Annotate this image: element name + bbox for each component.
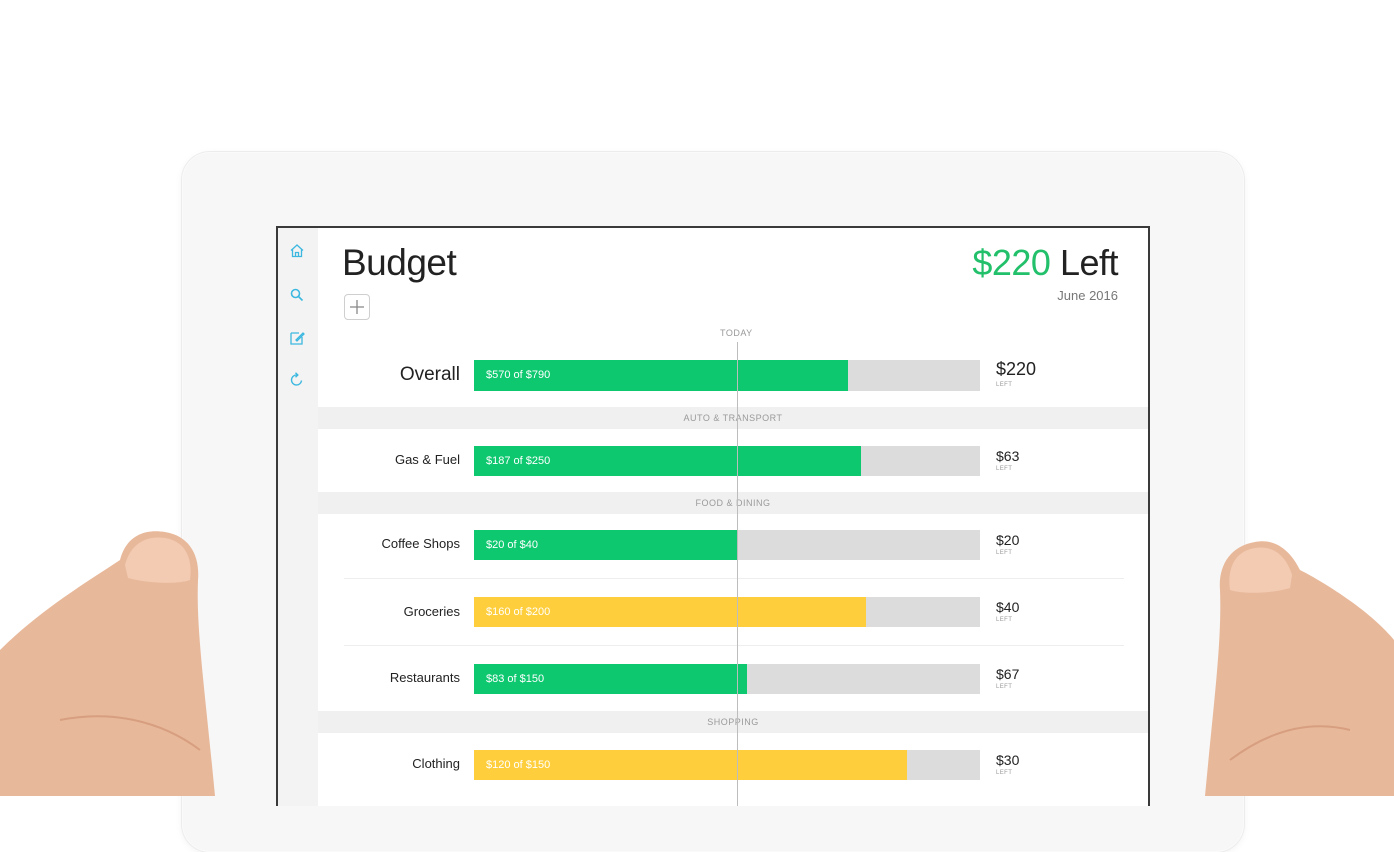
category-bar-text: $120 of $150 xyxy=(486,759,551,771)
overall-left-amount: $220 xyxy=(996,359,1037,379)
category-left-caption: LEFT xyxy=(996,617,1013,623)
remaining-amount: $220 xyxy=(972,242,1051,283)
overall-left-caption: LEFT xyxy=(996,382,1013,388)
add-budget-button[interactable] xyxy=(344,294,370,320)
category-left-amount: $30 xyxy=(996,752,1020,768)
right-hand-image xyxy=(1205,541,1394,796)
section-header-auto-transport: AUTO & TRANSPORT xyxy=(318,407,1148,429)
row-divider xyxy=(344,645,1124,646)
edit-icon[interactable] xyxy=(288,329,306,347)
today-label: TODAY xyxy=(720,328,753,338)
category-bar-restaurants[interactable]: $83 of $150 xyxy=(474,664,980,694)
category-bar-coffee-shops[interactable]: $20 of $40 xyxy=(474,530,980,560)
category-bar-groceries[interactable]: $160 of $200 xyxy=(474,597,980,627)
category-bar-clothing[interactable]: $120 of $150 xyxy=(474,750,980,780)
category-left-amount: $63 xyxy=(996,448,1020,464)
category-label-restaurants: Restaurants xyxy=(389,670,460,685)
today-marker-line xyxy=(737,342,738,806)
category-bar-gas-fuel[interactable]: $187 of $250 xyxy=(474,446,980,476)
category-bar-fill xyxy=(474,664,748,694)
category-left-amount: $67 xyxy=(996,666,1020,682)
category-label-groceries: Groceries xyxy=(403,604,460,619)
plus-icon xyxy=(350,300,364,314)
category-bar-fill xyxy=(474,446,862,476)
row-divider xyxy=(344,578,1124,579)
category-left-amount: $40 xyxy=(996,599,1020,615)
overall-bar-text: $570 of $790 xyxy=(486,369,551,381)
category-bar-text: $20 of $40 xyxy=(486,539,538,551)
category-bar-text: $83 of $150 xyxy=(486,673,545,685)
category-label-coffee-shops: Coffee Shops xyxy=(381,536,460,551)
category-label-clothing: Clothing xyxy=(412,756,460,771)
category-left-caption: LEFT xyxy=(996,684,1013,690)
category-left-caption: LEFT xyxy=(996,550,1013,556)
category-bar-text: $160 of $200 xyxy=(486,606,551,618)
home-icon[interactable] xyxy=(288,242,306,260)
category-label-gas-fuel: Gas & Fuel xyxy=(394,452,460,467)
search-icon[interactable] xyxy=(288,286,306,304)
section-header-shopping: SHOPPING xyxy=(318,711,1148,733)
remaining-summary: $220 Left xyxy=(972,242,1118,284)
category-bar-fill xyxy=(474,530,738,560)
refresh-icon[interactable] xyxy=(288,371,306,389)
app-screen: Budget $220 Left June 2016 TODAY Overall… xyxy=(276,226,1150,806)
remaining-suffix: Left xyxy=(1059,242,1119,283)
category-left-caption: LEFT xyxy=(996,466,1013,472)
category-left-amount: $20 xyxy=(996,532,1020,548)
category-bar-text: $187 of $250 xyxy=(486,455,551,467)
overall-bar-fill xyxy=(474,360,849,391)
sidebar xyxy=(278,228,318,806)
page-title: Budget xyxy=(342,242,457,283)
section-header-food-dining: FOOD & DINING xyxy=(318,492,1148,514)
category-bar-fill xyxy=(474,597,867,627)
month-label[interactable]: June 2016 xyxy=(1057,288,1118,303)
overall-bar[interactable]: $570 of $790 xyxy=(474,360,980,391)
overall-label: Overall xyxy=(399,364,460,385)
category-left-caption: LEFT xyxy=(996,770,1013,776)
category-bar-fill xyxy=(474,750,907,780)
left-hand-image xyxy=(0,531,215,796)
